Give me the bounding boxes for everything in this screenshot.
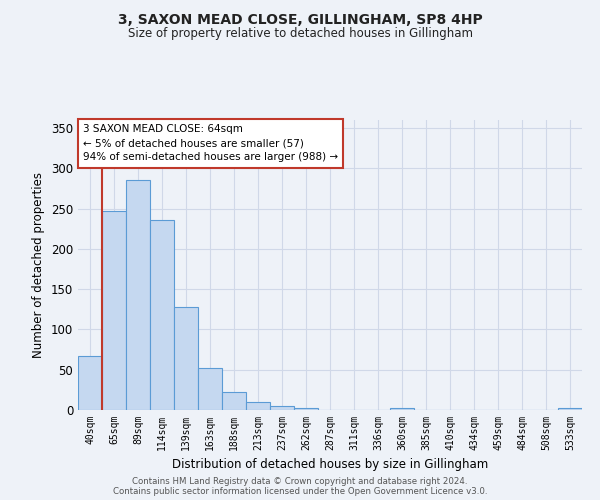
X-axis label: Distribution of detached houses by size in Gillingham: Distribution of detached houses by size … <box>172 458 488 471</box>
Bar <box>102 211 126 410</box>
Text: Contains HM Land Registry data © Crown copyright and database right 2024.: Contains HM Land Registry data © Crown c… <box>132 477 468 486</box>
Bar <box>150 220 174 410</box>
Bar <box>126 180 150 410</box>
Bar <box>198 368 222 410</box>
Bar <box>222 392 246 410</box>
Bar <box>270 406 294 410</box>
Text: 3 SAXON MEAD CLOSE: 64sqm
← 5% of detached houses are smaller (57)
94% of semi-d: 3 SAXON MEAD CLOSE: 64sqm ← 5% of detach… <box>83 124 338 162</box>
Y-axis label: Number of detached properties: Number of detached properties <box>32 172 46 358</box>
Text: 3, SAXON MEAD CLOSE, GILLINGHAM, SP8 4HP: 3, SAXON MEAD CLOSE, GILLINGHAM, SP8 4HP <box>118 12 482 26</box>
Bar <box>78 356 102 410</box>
Bar <box>294 408 318 410</box>
Bar <box>246 402 270 410</box>
Text: Contains public sector information licensed under the Open Government Licence v3: Contains public sector information licen… <box>113 487 487 496</box>
Bar <box>558 408 582 410</box>
Bar <box>174 307 198 410</box>
Text: Size of property relative to detached houses in Gillingham: Size of property relative to detached ho… <box>128 28 473 40</box>
Bar <box>390 408 414 410</box>
